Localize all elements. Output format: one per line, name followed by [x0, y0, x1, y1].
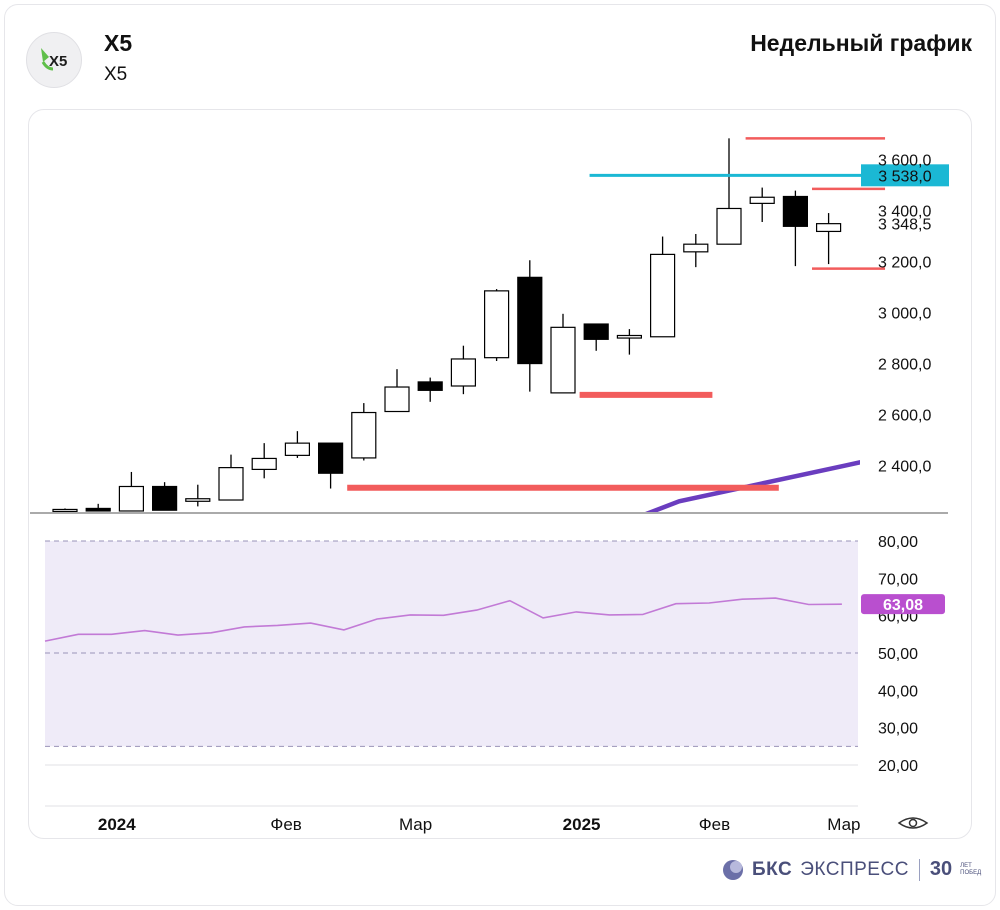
price-tick-label: 3 400,0: [878, 204, 931, 221]
price-tick-label: 3 000,0: [878, 306, 931, 323]
candle: [550, 313, 576, 394]
logo-text: X5: [49, 53, 67, 70]
brand-years-line2: ПОБЕД: [960, 869, 982, 876]
candle-body: [318, 442, 344, 474]
candle-body: [749, 196, 775, 204]
candle: [450, 345, 476, 395]
candle-body: [152, 485, 178, 511]
rsi-tick-label: 70,00: [878, 571, 918, 588]
candle-body: [683, 243, 709, 253]
candle: [583, 323, 609, 351]
candle-body: [52, 508, 78, 512]
candle: [185, 484, 211, 507]
time-tick-label: Мар: [827, 815, 860, 834]
ticker-symbol: X5: [104, 30, 133, 56]
rsi-tick-label: 50,00: [878, 646, 918, 663]
price-tick-label: 2 400,0: [878, 459, 931, 476]
brand-footer: БКС ЭКСПРЕСС 30 ЛЕТ ПОБЕД: [722, 858, 981, 881]
candle: [749, 187, 775, 222]
candle-body: [218, 467, 244, 501]
price-tick-label: 3 200,0: [878, 255, 931, 272]
price-plot-area: [52, 138, 860, 512]
candle-body: [782, 195, 809, 227]
rsi-line: [44, 597, 842, 642]
brand-years-caption: ЛЕТ ПОБЕД: [960, 863, 981, 877]
rsi-current-label: 63,08: [883, 597, 923, 614]
candle: [716, 138, 742, 245]
candle: [782, 190, 809, 267]
company-logo: X5: [26, 32, 82, 88]
current-price-label: 3 348,5: [878, 217, 931, 234]
rsi-current-bg: [861, 594, 945, 615]
candle-body: [649, 253, 676, 338]
candle-body: [616, 334, 643, 339]
candle: [318, 442, 344, 489]
candle-body: [384, 386, 410, 413]
price-tick-label: 2 600,0: [878, 408, 931, 425]
candle: [284, 431, 310, 458]
rsi-tick-label: 20,00: [878, 758, 918, 775]
price-tick-label: 2 800,0: [878, 357, 931, 374]
rsi-band: [45, 541, 858, 747]
rsi-tick-label: 40,00: [878, 683, 918, 700]
candle: [85, 503, 111, 512]
rsi-tick-label: 30,00: [878, 721, 918, 738]
candle: [683, 233, 709, 268]
candle-body: [251, 457, 277, 471]
time-tick-label: Мар: [399, 815, 432, 834]
candle: [517, 260, 543, 392]
candle-body: [417, 381, 443, 391]
candle: [484, 289, 510, 362]
candle: [218, 454, 244, 501]
brand-icon: [723, 859, 743, 880]
candle-body: [583, 323, 609, 340]
brand-product: ЭКСПРЕСС: [800, 858, 909, 880]
brand-name: БКС: [752, 858, 793, 880]
candle: [351, 403, 377, 461]
candle: [251, 443, 277, 479]
candle: [384, 369, 410, 413]
candle-body: [284, 442, 310, 456]
price-chart: 3 538,03 600,0 3 400,0 3 200,0 3 000,0 2 800…: [30, 137, 949, 514]
candle: [815, 213, 842, 265]
time-tick-label: Фев: [270, 815, 301, 834]
candle-body: [351, 411, 377, 459]
candle-body: [550, 326, 576, 394]
time-axis: 2024 Фев Мар 2025 Фев Мар: [98, 815, 861, 834]
candle-body: [450, 358, 476, 387]
brand-years: 30: [929, 858, 953, 880]
level-label-bg: [861, 164, 949, 187]
candle: [152, 482, 178, 511]
level-label: 3 538,0: [878, 168, 931, 185]
time-tick-label: 2024: [98, 815, 136, 834]
candle-body: [815, 223, 842, 233]
time-tick-label: Фев: [699, 815, 730, 834]
settings-eye-icon[interactable]: [897, 817, 929, 829]
chart-period-title: Недельный график: [750, 30, 972, 56]
brand-separator: [918, 858, 920, 881]
candle-body: [118, 485, 145, 512]
candle-body: [716, 207, 742, 245]
candle: [417, 377, 443, 402]
candle: [649, 236, 676, 338]
candle-body: [85, 507, 111, 512]
price-tick-label: 3 600,0: [878, 153, 931, 170]
time-tick-label: 2025: [563, 815, 601, 834]
candle: [52, 508, 78, 512]
candle-body: [185, 498, 211, 502]
candle-body: [517, 276, 543, 365]
candle-body: [484, 290, 510, 359]
rsi-tick-label: 80,00: [878, 534, 918, 551]
candle: [616, 329, 643, 355]
company-name: X5: [104, 64, 128, 85]
moving-average-line: [645, 459, 860, 512]
candle: [118, 471, 145, 512]
brand-years-line1: ЛЕТ: [960, 862, 972, 869]
